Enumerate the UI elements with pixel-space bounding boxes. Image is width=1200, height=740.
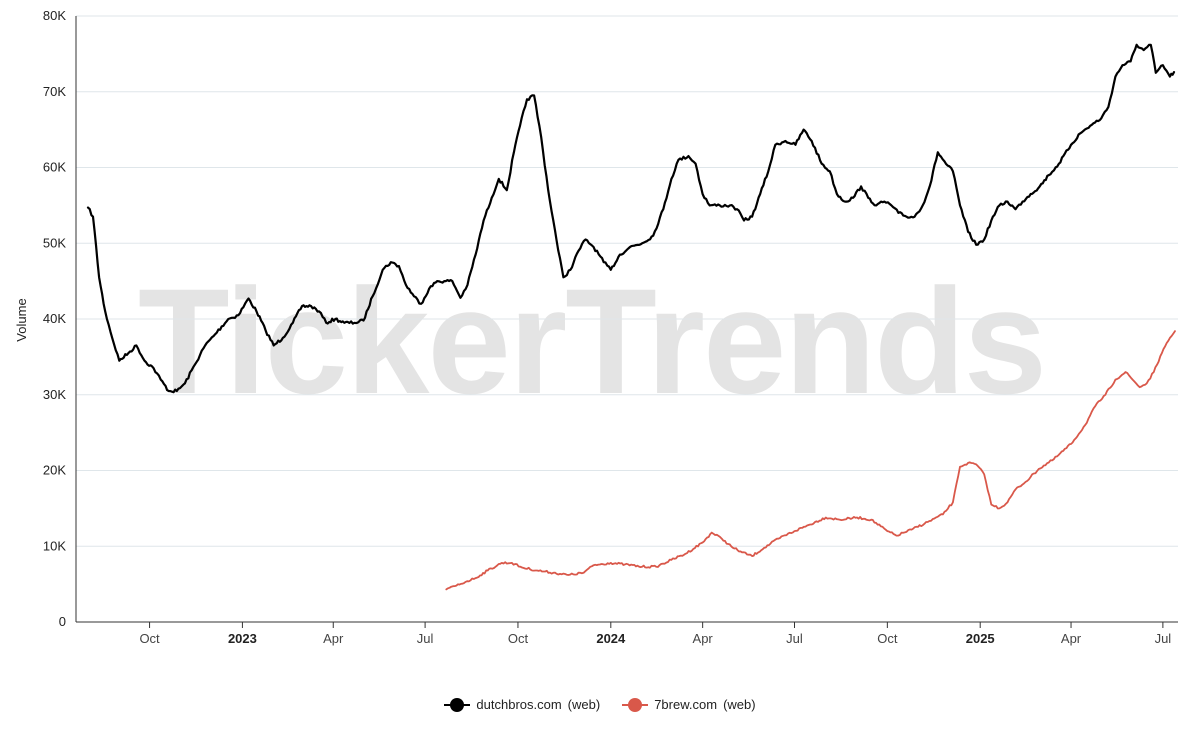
legend-label-dutchbros: dutchbros.com: [476, 697, 562, 712]
y-tick-label: 30K: [43, 387, 66, 402]
x-tick-label: Apr: [323, 631, 344, 646]
x-axis-ticks: Oct 2023 Apr Jul Oct 2024 Apr Jul Oct 2025 Apr Jul: [139, 622, 1171, 646]
legend-item-dutchbros[interactable]: dutchbros.com (web): [444, 697, 600, 712]
y-axis-label: Volume: [14, 298, 29, 341]
legend-swatch-dutchbros: [444, 697, 471, 712]
y-tick-label: 50K: [43, 235, 66, 250]
legend-tag-7brew: (web): [723, 697, 756, 712]
y-tick-label: 40K: [43, 311, 66, 326]
legend-tag-dutchbros: (web): [567, 697, 601, 712]
legend: dutchbros.com (web) 7brew.com (web): [0, 697, 1200, 712]
y-tick-label: 0: [59, 614, 66, 629]
axes: [75, 16, 1178, 623]
y-axis-tick-labels: 0 10K 20K 30K 40K 50K 60K 70K 80K: [43, 8, 66, 629]
x-tick-label: Oct: [508, 631, 529, 646]
x-tick-label: Apr: [693, 631, 714, 646]
y-tick-label: 10K: [43, 538, 66, 553]
legend-item-7brew[interactable]: 7brew.com (web): [622, 697, 756, 712]
x-tick-label: Oct: [877, 631, 898, 646]
y-tick-label: 80K: [43, 8, 66, 23]
legend-swatch-7brew: [622, 697, 649, 712]
x-tick-label: Jul: [786, 631, 803, 646]
x-tick-label: 2025: [966, 631, 995, 646]
legend-label-7brew: 7brew.com: [654, 697, 718, 712]
series-lines: [86, 43, 1176, 591]
x-tick-label: Jul: [1155, 631, 1172, 646]
x-tick-label: Oct: [139, 631, 160, 646]
x-tick-label: 2024: [596, 631, 626, 646]
x-tick-label: 2023: [228, 631, 257, 646]
series-line-7brew: [445, 330, 1176, 591]
y-tick-label: 70K: [43, 84, 66, 99]
x-tick-label: Apr: [1061, 631, 1082, 646]
grid-lines: [76, 15, 1178, 547]
x-tick-label: Jul: [417, 631, 434, 646]
y-tick-label: 20K: [43, 463, 66, 478]
y-tick-label: 60K: [43, 160, 66, 175]
series-line-dutchbros: [86, 43, 1176, 394]
